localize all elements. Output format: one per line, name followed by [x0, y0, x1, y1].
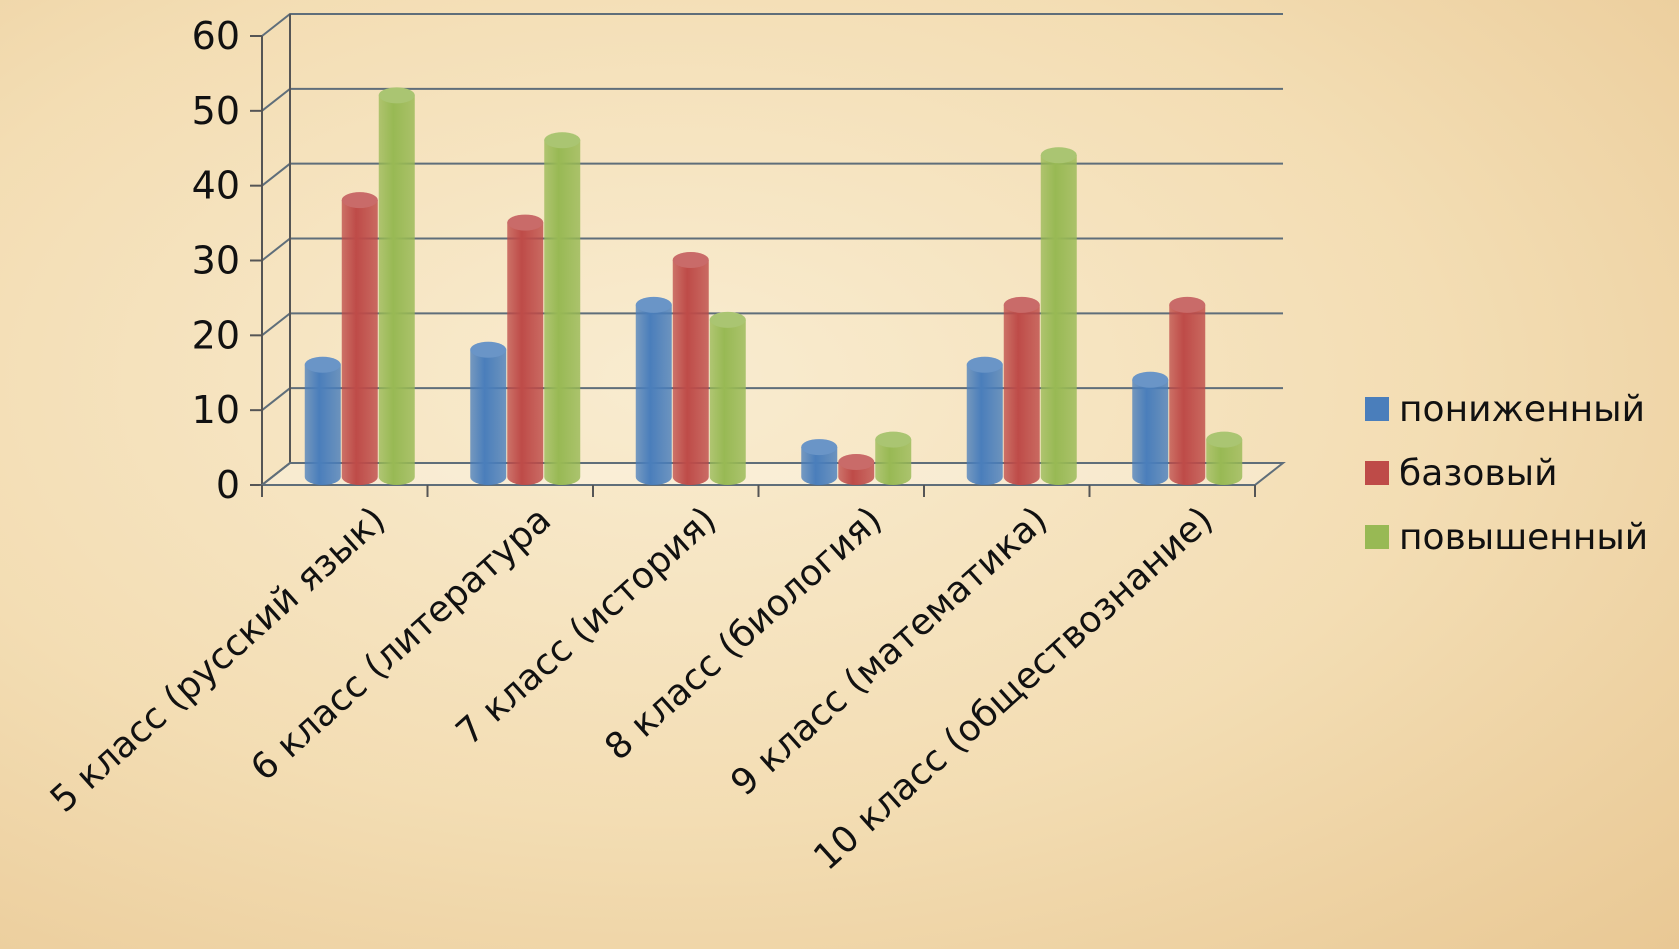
gridline [261, 13, 1283, 37]
bar [672, 251, 709, 485]
bar [544, 132, 581, 485]
y-tick-label: 10 [192, 388, 240, 432]
bar [507, 214, 544, 486]
bar [966, 356, 1003, 485]
gridline [261, 312, 1283, 337]
gridline [261, 387, 1283, 411]
bar [838, 454, 875, 485]
bar [304, 356, 341, 485]
bar [635, 296, 672, 485]
x-tick-label: 9 класс (математика) [723, 499, 1055, 804]
bar [1132, 371, 1169, 485]
legend-label: базовый [1399, 452, 1558, 494]
legend-item-base: базовый [1365, 444, 1648, 502]
legend-label: пониженный [1399, 388, 1645, 430]
x-tick-label: 8 класс (биология) [597, 499, 890, 768]
bar [709, 311, 746, 485]
gridline [261, 162, 1283, 187]
y-tick-label: 50 [192, 89, 240, 133]
gridlines [261, 13, 1283, 486]
bar [470, 341, 507, 485]
bar [1206, 431, 1243, 485]
y-tick-label: 0 [216, 463, 240, 507]
legend-item-low: пониженный [1365, 380, 1648, 438]
y-tick-label: 30 [192, 239, 240, 283]
bars [304, 87, 1243, 486]
gridline [261, 237, 1283, 262]
bar [875, 431, 912, 485]
x-tick-label: 6 класс (литература [243, 499, 559, 789]
y-tick-label: 40 [192, 164, 240, 208]
legend-label: повышенный [1399, 516, 1649, 558]
y-tick-label: 20 [192, 313, 240, 357]
bar [801, 439, 838, 485]
bar [341, 192, 378, 485]
legend-swatch [1365, 397, 1389, 421]
x-tick-label: 5 класс (русский язык) [43, 499, 394, 821]
bar [1040, 147, 1077, 485]
bar [1169, 296, 1206, 485]
bar [378, 87, 415, 485]
legend: пониженный базовый повышенный [1365, 380, 1648, 572]
legend-item-high: повышенный [1365, 508, 1648, 566]
legend-swatch [1365, 461, 1389, 485]
y-tick-label: 60 [192, 14, 240, 58]
legend-swatch [1365, 525, 1389, 549]
gridline [261, 87, 1283, 112]
bar [1003, 296, 1040, 485]
